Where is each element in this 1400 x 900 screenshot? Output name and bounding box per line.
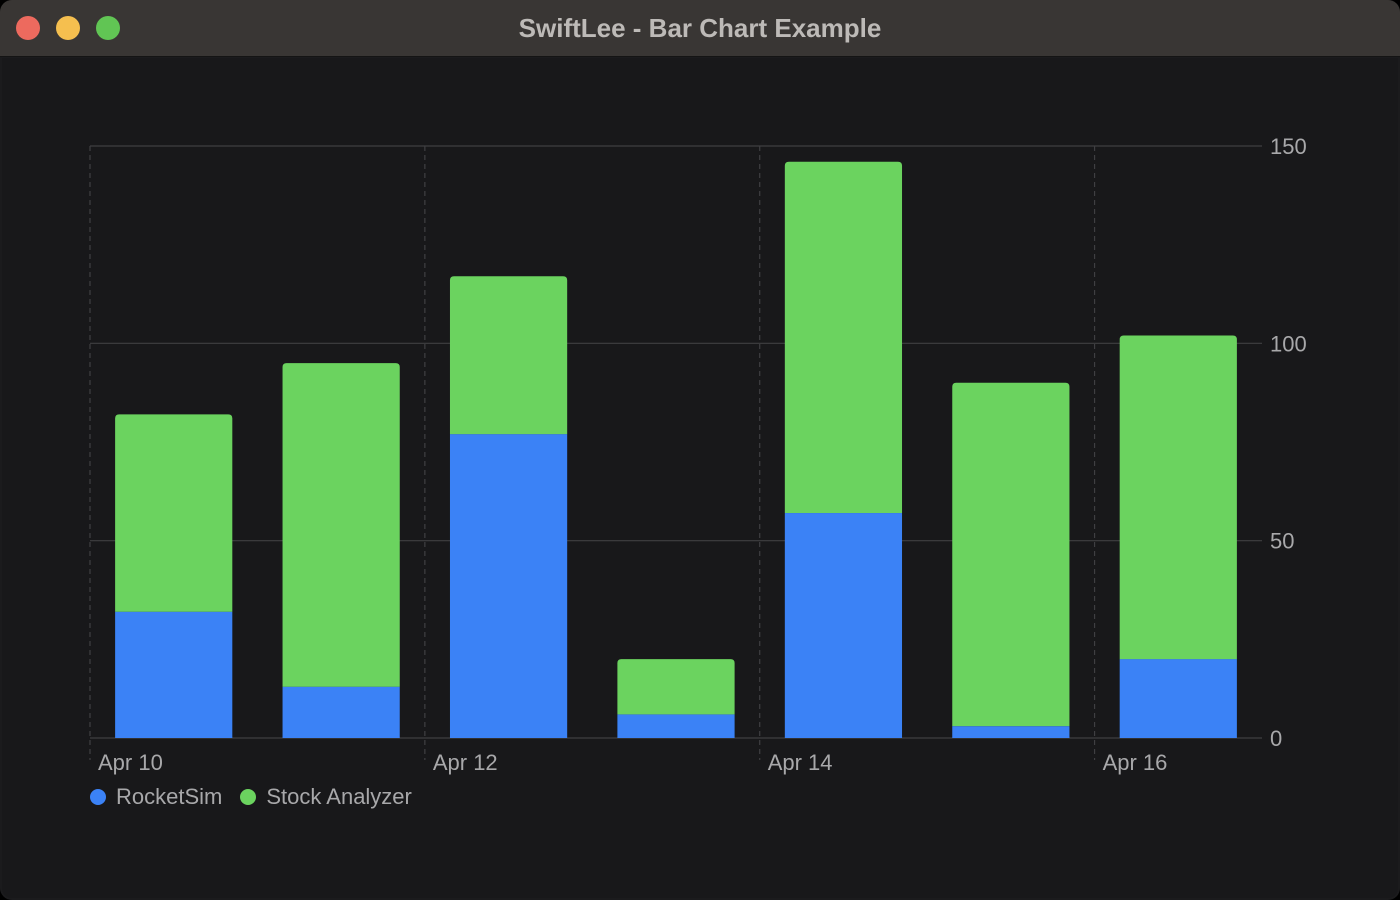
legend-item-stock-analyzer: Stock Analyzer — [240, 784, 412, 810]
y-tick-label: 150 — [1270, 134, 1307, 159]
chart-legend: RocketSim Stock Analyzer — [90, 782, 430, 812]
bar-rocketsim — [1119, 659, 1237, 738]
bar-rocketsim — [952, 726, 1070, 738]
bar-rocketsim — [449, 434, 568, 738]
bar-stock-analyzer — [449, 276, 568, 435]
y-tick-label: 50 — [1270, 529, 1294, 554]
close-window-button[interactable] — [16, 16, 40, 40]
chart-area: 0 50 100 150 Apr 10 Apr 12 Apr 14 Apr 16 Rocket… — [2, 58, 1398, 898]
legend-swatch — [90, 789, 106, 805]
bar-stock-analyzer — [282, 363, 400, 687]
legend-label: Stock Analyzer — [266, 784, 412, 809]
stacked-bar-chart: 0 50 100 150 Apr 10 Apr 12 Apr 14 Apr 16 — [89, 134, 1307, 775]
bar-stock-analyzer — [784, 161, 903, 514]
bar-stock-analyzer — [1119, 335, 1237, 660]
minimize-window-button[interactable] — [56, 16, 80, 40]
window-title: SwiftLee - Bar Chart Example — [518, 13, 882, 43]
title-bar[interactable]: SwiftLee - Bar Chart Example — [0, 0, 1400, 57]
bar-stock-analyzer — [617, 659, 735, 715]
bar-rocketsim — [784, 513, 903, 738]
bar-stock-analyzer — [115, 414, 233, 612]
y-tick-label: 0 — [1270, 726, 1282, 751]
bar-rocketsim — [282, 686, 400, 738]
legend-label: RocketSim — [116, 784, 223, 809]
legend-item-rocketsim: RocketSim — [90, 784, 222, 810]
bar-rocketsim — [617, 714, 735, 738]
x-tick-label: Apr 16 — [1103, 750, 1168, 775]
x-tick-label: Apr 10 — [98, 750, 163, 775]
zoom-window-button[interactable] — [96, 16, 120, 40]
legend-swatch — [240, 789, 257, 805]
x-tick-label: Apr 12 — [433, 750, 498, 775]
y-tick-label: 100 — [1270, 331, 1307, 356]
bar-stock-analyzer — [952, 382, 1070, 727]
x-tick-label: Apr 14 — [768, 750, 833, 775]
bar-rocketsim — [115, 611, 233, 738]
